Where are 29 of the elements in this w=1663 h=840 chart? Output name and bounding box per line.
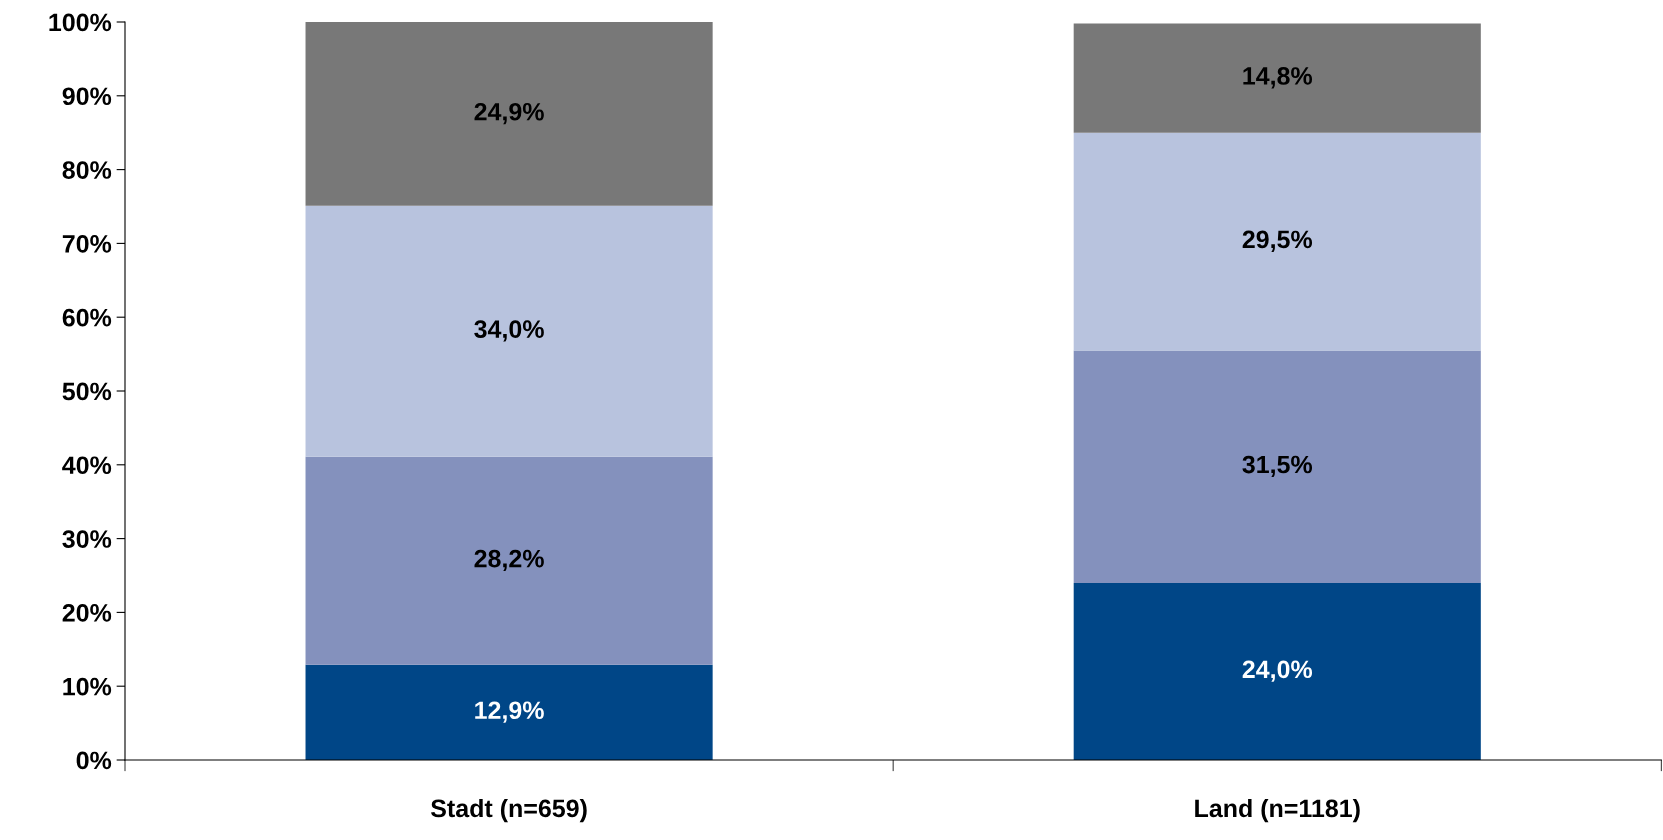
bar (305, 205, 713, 457)
x-tick-label: Land (n=1181) (1195, 798, 1360, 823)
bar (1073, 350, 1481, 583)
bar (1073, 23, 1481, 133)
bar (305, 22, 713, 206)
y-tick-label: 30% (62, 530, 112, 548)
data-label: 28,2% (474, 549, 544, 572)
y-tick-label: 0% (76, 751, 112, 770)
data-label: 14,8% (1243, 67, 1313, 89)
y-tick-label: 90% (62, 87, 112, 106)
data-label: 34,0% (474, 320, 544, 342)
y-tick-label: 40% (62, 456, 112, 475)
y-tick-label: 50% (62, 382, 112, 401)
data-label: 24,0% (1242, 660, 1313, 682)
y-tick-label: 10% (63, 677, 112, 696)
y-tick-label: 70% (62, 235, 112, 253)
data-label: 24,9% (474, 102, 544, 125)
bar (305, 664, 713, 760)
y-tick-label: 100% (49, 13, 112, 32)
data-label: 12,9% (475, 701, 544, 723)
bar (305, 456, 713, 665)
y-tick-label: 20% (62, 604, 112, 622)
bar (1073, 582, 1481, 760)
data-label: 29,5% (1242, 230, 1313, 252)
y-tick-label: 80% (62, 161, 112, 179)
data-label: 31,5% (1242, 455, 1313, 477)
bar (1073, 132, 1481, 351)
x-tick-label: Stadt (n=659) (430, 798, 587, 823)
y-tick-label: 60% (62, 308, 112, 327)
